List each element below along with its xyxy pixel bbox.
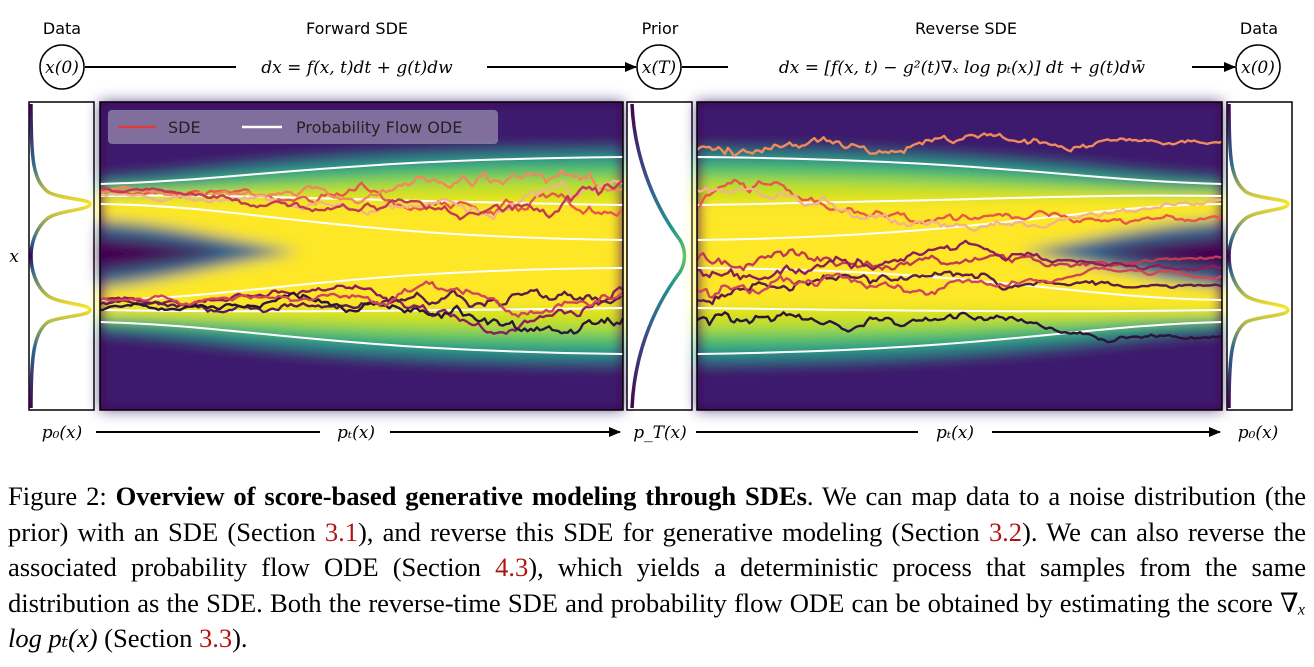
ref-section-3-2[interactable]: 3.2	[988, 516, 1023, 547]
sde-trajectory	[696, 311, 1223, 344]
node-x0-right: x(0)	[1235, 44, 1281, 90]
caption-text-5: (Section	[97, 623, 199, 653]
sde-trajectory	[696, 266, 1223, 299]
label-pt-left: pₜ(x)	[337, 423, 375, 443]
caption-text-3: ). We can also reverse the associated pr…	[8, 516, 1306, 583]
node-x0-right-text: x(0)	[1241, 58, 1275, 78]
sde-trajectory	[696, 132, 1223, 158]
node-x0-left: x(0)	[39, 44, 85, 90]
sde-trajectory	[99, 179, 624, 221]
data-label-right: Data	[1240, 19, 1278, 38]
prior-label: Prior	[642, 19, 679, 38]
data-density-left	[28, 101, 95, 411]
sde-trajectory	[696, 270, 1223, 306]
caption-text-1: . We can map data to a noise distributio…	[8, 481, 1306, 547]
label-pT: p_T(x)	[633, 423, 687, 443]
sde-trajectory	[99, 280, 624, 318]
figure-diagram: Data Forward SDE Prior Reverse SDE Data …	[9, 19, 1293, 443]
sde-trajectory	[696, 178, 1223, 225]
reverse-sde-label: Reverse SDE	[915, 19, 1017, 38]
reverse-heatmap	[695, 101, 1223, 411]
caption-text-6: ).	[232, 623, 248, 653]
prior-density	[626, 101, 693, 411]
sde-trajectory	[695, 248, 1223, 272]
label-pt-right: pₜ(x)	[936, 423, 974, 443]
legend-ode-label: Probability Flow ODE	[296, 118, 462, 137]
node-x0-left-text: x(0)	[45, 58, 79, 78]
legend: SDE Probability Flow ODE	[108, 110, 498, 144]
figure-caption: Figure 2: Overview of score-based genera…	[8, 479, 1306, 657]
ref-section-3-1[interactable]: 3.1	[324, 516, 358, 547]
data-density-right	[1226, 101, 1293, 411]
caption-score: ∇ₓ log pₜ(x)	[8, 587, 1306, 654]
sde-trajectory	[99, 179, 624, 221]
caption-text-2: ), and reverse this SDE for generative m…	[357, 516, 989, 547]
sde-trajectory	[697, 239, 1223, 281]
node-xT-text: x(T)	[642, 58, 676, 78]
data-label-left: Data	[43, 19, 81, 38]
ref-section-3-3[interactable]: 3.3	[198, 623, 233, 653]
forward-equation: dx = f(x, t)dt + g(t)dw	[261, 58, 453, 78]
caption-text-4: ), which yields a deterministic process …	[8, 552, 1306, 618]
caption-title: Overview of score-based generative model…	[115, 481, 807, 511]
label-p0-left: p₀(x)	[42, 423, 83, 443]
label-p0-right: p₀(x)	[1238, 423, 1279, 443]
legend-sde-label: SDE	[168, 118, 201, 137]
forward-sde-label: Forward SDE	[306, 19, 408, 38]
node-xT: x(T)	[636, 44, 682, 90]
sde-trajectory	[99, 291, 625, 335]
forward-heatmap: SDE Probability Flow ODE	[99, 101, 625, 411]
axis-x-label: x	[9, 247, 19, 267]
caption-lead: Figure 2:	[8, 481, 116, 511]
sde-trajectory	[696, 186, 1223, 232]
ref-section-4-3[interactable]: 4.3	[495, 552, 529, 582]
reverse-equation: dx = [f(x, t) − g²(t)∇ₓ log pₜ(x)] dt + …	[779, 58, 1146, 78]
